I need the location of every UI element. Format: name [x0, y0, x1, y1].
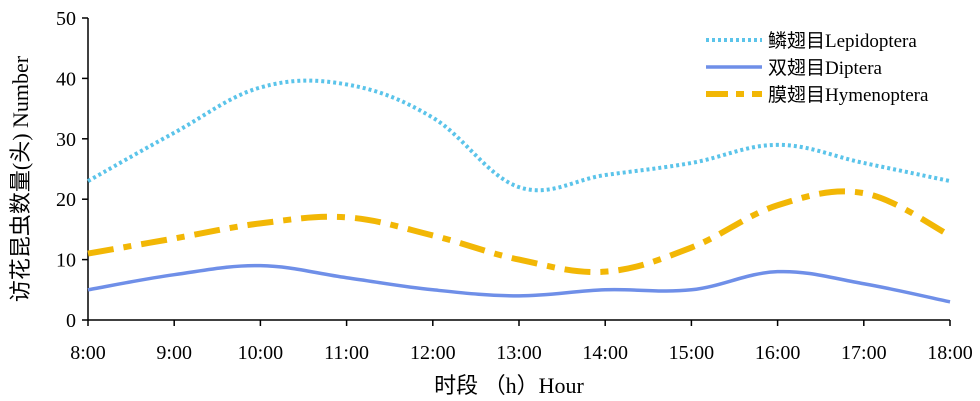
series-line-1 — [87, 263, 951, 304]
y-tick-label: 50 — [56, 8, 76, 30]
y-tick-label: 40 — [56, 68, 76, 90]
y-tick-label: 20 — [56, 189, 76, 211]
series-lines — [87, 78, 952, 304]
legend: 鳞翅目Lepidoptera 双翅目Diptera 膜翅目Hymenoptera — [706, 30, 929, 106]
x-tick-label: 10:00 — [238, 342, 284, 364]
tick-labels: 0 10 20 30 40 50 8:00 9:00 10:00 11:00 12:00 13:00 1… — [56, 8, 973, 364]
x-tick-label: 11:00 — [324, 342, 369, 364]
legend-label-2: 膜翅目Hymenoptera — [768, 84, 929, 106]
x-tick-label: 18:00 — [927, 342, 973, 364]
legend-label-1: 双翅目Diptera — [768, 57, 883, 79]
x-tick-label: 9:00 — [156, 342, 192, 364]
x-tick-label: 17:00 — [841, 342, 887, 364]
axes — [82, 17, 951, 326]
x-tick-label: 12:00 — [410, 342, 456, 364]
x-tick-label: 13:00 — [496, 342, 542, 364]
x-tick-label: 14:00 — [582, 342, 628, 364]
series-line-2 — [87, 188, 952, 276]
legend-label-0: 鳞翅目Lepidoptera — [768, 30, 917, 52]
x-tick-label: 16:00 — [755, 342, 801, 364]
y-tick-label: 0 — [66, 310, 76, 332]
x-tick-label: 15:00 — [669, 342, 715, 364]
series-line-0 — [87, 78, 951, 193]
x-tick-label: 8:00 — [70, 342, 106, 364]
x-axis-title: 时段 （h）Hour — [434, 373, 584, 398]
y-tick-label: 30 — [56, 129, 76, 151]
y-tick-label: 10 — [56, 250, 76, 272]
y-axis-title: 访花昆虫数量(头) Number — [8, 55, 33, 302]
